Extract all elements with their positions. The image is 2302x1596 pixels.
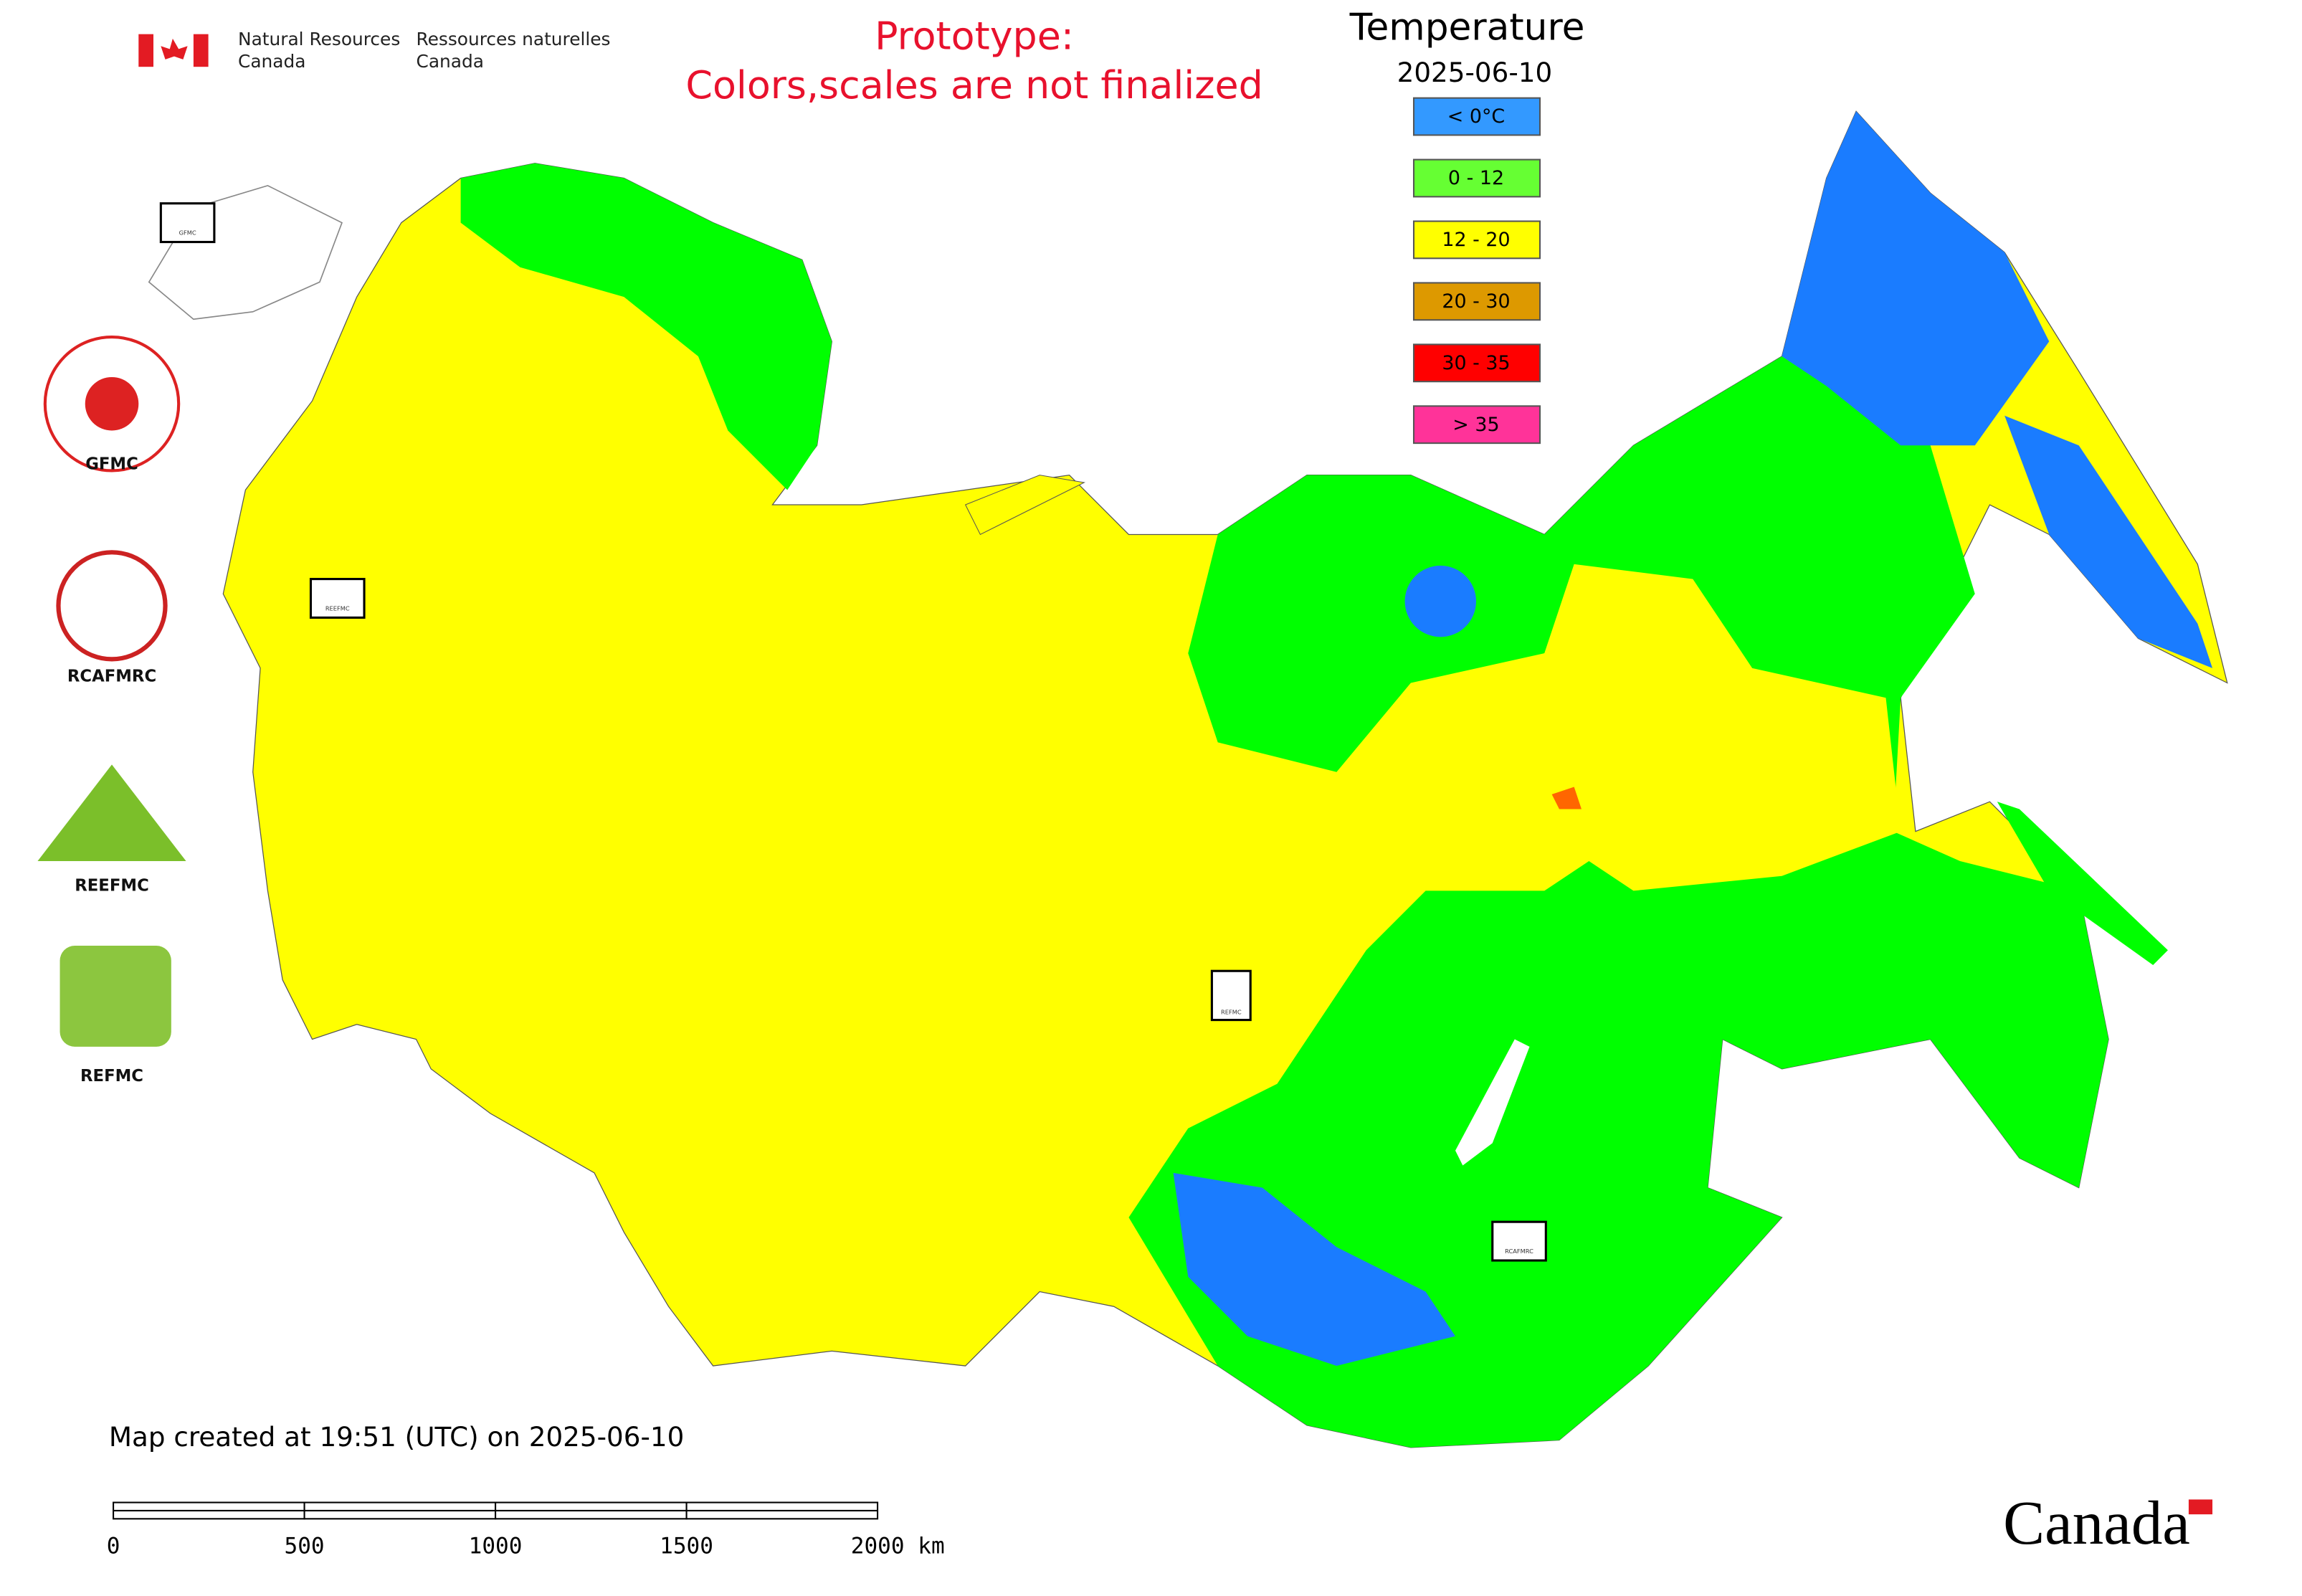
legend-swatch (1412, 97, 1541, 136)
flag-bar (138, 34, 153, 67)
legend-swatch (1412, 282, 1541, 321)
rcafmrc-logo (56, 550, 168, 662)
map-logo (1210, 969, 1252, 1022)
map-logo (1491, 1220, 1547, 1262)
scale-bar: 0 500 1000 1500 2000 km (107, 1501, 945, 1559)
canada-wordmark: Canada (2003, 1488, 2190, 1557)
legend-swatch (1412, 343, 1541, 383)
legend-title: Temperature (1349, 6, 1585, 49)
legend-swatch (1412, 158, 1541, 198)
scale-label: 1500 (660, 1534, 713, 1559)
hot-spot (1551, 787, 1582, 809)
legend-label: 12 - 20 (1442, 229, 1510, 251)
agency-en: Natural Resources (238, 29, 400, 49)
refmc-logo (60, 946, 171, 1047)
scale-label: 1000 (469, 1534, 523, 1559)
legend-label: 0 - 12 (1448, 167, 1504, 189)
region-blue-kamchatka (2004, 415, 2213, 668)
region-green-kola (460, 163, 832, 490)
map (148, 110, 2228, 1448)
nrcan-signature (138, 34, 209, 67)
side-logos (37, 335, 186, 1047)
map-logo-label: RCAFMRC (1505, 1248, 1533, 1255)
map-logo-label: GFMC (179, 229, 196, 237)
notice: Prototype: (875, 13, 1074, 58)
legend-label: > 35 (1452, 414, 1499, 436)
logo-label: REEFMC (75, 877, 149, 896)
legend-label: 20 - 30 (1442, 290, 1510, 313)
region-blue-mongolia (1173, 1172, 1455, 1367)
agency-fr: Ressources naturelles (417, 29, 611, 49)
logo-label: RCAFMRC (67, 668, 156, 686)
scale-label: 0 (107, 1534, 120, 1559)
legend-swatch (1412, 405, 1541, 445)
lake-baikal (1455, 1039, 1530, 1166)
notice: Colors,scales are not finalized (685, 62, 1262, 108)
agency-en: Canada (238, 51, 305, 72)
scale-label: 500 (285, 1534, 325, 1559)
map-logo-label: REFMC (1221, 1009, 1242, 1016)
flag-bar (193, 34, 209, 67)
map-logo-label: REEFMC (325, 604, 350, 612)
created-note: Map created at 19:51 (UTC) on 2025-06-10 (109, 1421, 684, 1453)
logo-label: REFMC (80, 1067, 143, 1086)
scale-label: 2000 km (851, 1534, 945, 1559)
novaya-zemlya (964, 475, 1085, 536)
region-yellow-yakutia (1410, 564, 1901, 891)
gfmc-logo-inner (85, 376, 139, 431)
legend-swatch (1412, 220, 1541, 260)
reefmc-logo (37, 764, 186, 862)
wordmark-flag (2188, 1499, 2213, 1515)
legend-label: < 0°C (1447, 105, 1505, 128)
region-green-east (1128, 356, 2109, 1448)
agency-fr: Canada (417, 51, 484, 72)
flag-leaf (161, 38, 188, 60)
region-blue-chukotka (1782, 111, 2050, 446)
logo-label: GFMC (85, 455, 138, 474)
region-blue-taymyr (1404, 565, 1476, 637)
map-logo (159, 202, 216, 244)
map-logo (309, 578, 366, 619)
legend-label: 30 - 35 (1442, 352, 1510, 374)
sakhalin (1997, 802, 2168, 965)
legend-date: 2025-06-10 (1397, 57, 1553, 88)
